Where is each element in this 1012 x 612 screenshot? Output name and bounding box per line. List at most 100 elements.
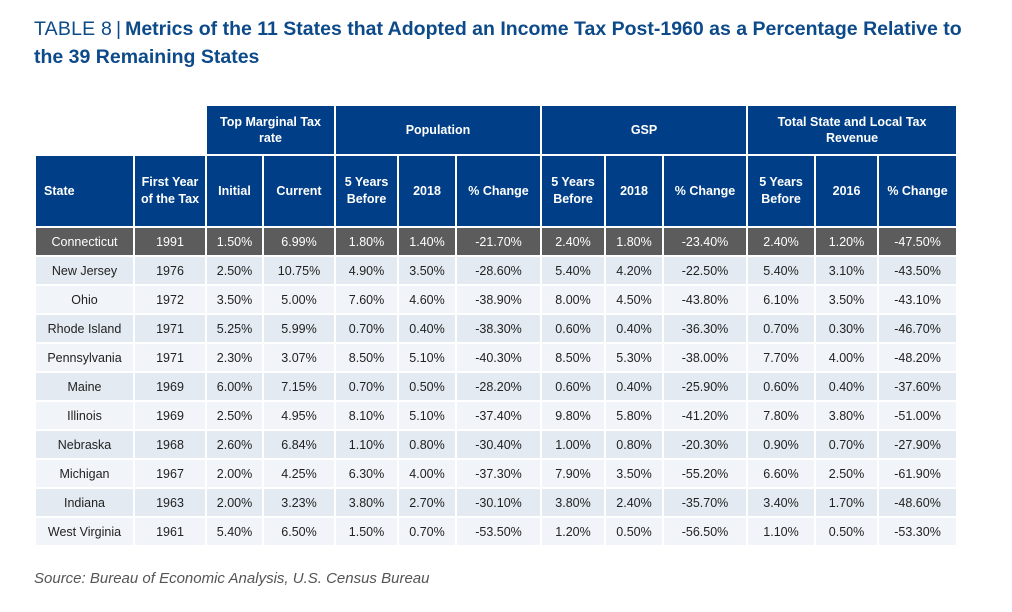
cell-pop-5yr-before: 7.60% xyxy=(334,284,399,315)
cell-rev-2016: 1.20% xyxy=(814,226,880,257)
cell-gsp-change: -23.40% xyxy=(661,226,749,257)
title-separator: | xyxy=(116,18,122,40)
cell-initial-rate: 6.00% xyxy=(205,371,264,402)
cell-current-rate: 6.50% xyxy=(262,516,336,547)
cell-gsp-2018: 0.40% xyxy=(604,371,664,402)
cell-gsp-change: -22.50% xyxy=(661,255,749,286)
cell-first-year: 1991 xyxy=(133,226,207,257)
cell-pop-5yr-before: 1.10% xyxy=(334,429,399,460)
cell-pop-change: -28.20% xyxy=(455,371,542,402)
table-title: TABLE 8 | Metrics of the 11 States that Ad… xyxy=(34,15,994,71)
cell-gsp-5yr-before: 5.40% xyxy=(540,255,606,286)
table-row: Pennsylvania 1971 2.30% 3.07% 8.50% 5.10% -40.… xyxy=(34,342,959,373)
cell-pop-2018: 5.10% xyxy=(397,400,457,431)
cell-current-rate: 4.25% xyxy=(262,458,336,489)
cell-rev-5yr-before: 0.60% xyxy=(746,371,817,402)
cell-gsp-2018: 0.40% xyxy=(604,313,664,344)
cell-rev-2016: 4.00% xyxy=(814,342,880,373)
cell-first-year: 1961 xyxy=(133,516,207,547)
cell-rev-change: -48.60% xyxy=(877,487,959,518)
cell-current-rate: 5.99% xyxy=(262,313,336,344)
cell-initial-rate: 2.30% xyxy=(205,342,264,373)
cell-first-year: 1967 xyxy=(133,458,207,489)
cell-rev-2016: 0.50% xyxy=(814,516,880,547)
cell-state: Ohio xyxy=(34,284,135,315)
table-body: Connecticut 1991 1.50% 6.99% 1.80% 1.40% -21.7… xyxy=(34,226,959,547)
group-header-tax-rate: Top Marginal Tax rate xyxy=(205,104,336,156)
column-header-initial-rate: Initial xyxy=(205,154,264,228)
cell-gsp-change: -55.20% xyxy=(661,458,749,489)
column-header-rev-2016: 2016 xyxy=(814,154,880,228)
column-header-first-year: First Year of the Tax xyxy=(133,154,207,228)
cell-gsp-5yr-before: 1.00% xyxy=(540,429,606,460)
table-title-text: Metrics of the 11 States that Adopted an… xyxy=(34,18,962,68)
cell-pop-change: -30.40% xyxy=(455,429,542,460)
cell-rev-5yr-before: 6.10% xyxy=(746,284,817,315)
cell-rev-5yr-before: 0.70% xyxy=(746,313,817,344)
cell-current-rate: 10.75% xyxy=(262,255,336,286)
cell-gsp-change: -56.50% xyxy=(661,516,749,547)
column-header-state: State xyxy=(34,154,135,228)
cell-rev-2016: 1.70% xyxy=(814,487,880,518)
cell-rev-change: -61.90% xyxy=(877,458,959,489)
cell-rev-2016: 3.10% xyxy=(814,255,880,286)
cell-gsp-2018: 4.20% xyxy=(604,255,664,286)
cell-rev-change: -48.20% xyxy=(877,342,959,373)
cell-pop-2018: 3.50% xyxy=(397,255,457,286)
column-header-gsp-5yr-before: 5 Years Before xyxy=(540,154,606,228)
table-row: Nebraska 1968 2.60% 6.84% 1.10% 0.80% -30.40% 1… xyxy=(34,429,959,460)
cell-gsp-5yr-before: 2.40% xyxy=(540,226,606,257)
cell-first-year: 1963 xyxy=(133,487,207,518)
cell-state: Connecticut xyxy=(34,226,135,257)
cell-state: Michigan xyxy=(34,458,135,489)
cell-rev-5yr-before: 7.80% xyxy=(746,400,817,431)
cell-initial-rate: 2.50% xyxy=(205,255,264,286)
cell-first-year: 1969 xyxy=(133,400,207,431)
cell-state: Nebraska xyxy=(34,429,135,460)
cell-pop-5yr-before: 1.50% xyxy=(334,516,399,547)
cell-gsp-2018: 3.50% xyxy=(604,458,664,489)
table-number: TABLE 8 xyxy=(34,18,112,40)
cell-pop-2018: 0.50% xyxy=(397,371,457,402)
cell-initial-rate: 2.00% xyxy=(205,487,264,518)
cell-current-rate: 3.23% xyxy=(262,487,336,518)
cell-pop-2018: 4.00% xyxy=(397,458,457,489)
table-row: Rhode Island 1971 5.25% 5.99% 0.70% 0.40% -38.… xyxy=(34,313,959,344)
cell-rev-change: -43.10% xyxy=(877,284,959,315)
cell-pop-2018: 0.70% xyxy=(397,516,457,547)
cell-gsp-2018: 2.40% xyxy=(604,487,664,518)
cell-current-rate: 4.95% xyxy=(262,400,336,431)
cell-initial-rate: 2.00% xyxy=(205,458,264,489)
group-header-row: Top Marginal Tax rate Population GSP Tot… xyxy=(34,104,959,156)
table-row: New Jersey 1976 2.50% 10.75% 4.90% 3.50% -28.6… xyxy=(34,255,959,286)
cell-rev-change: -27.90% xyxy=(877,429,959,460)
cell-current-rate: 6.84% xyxy=(262,429,336,460)
cell-rev-5yr-before: 0.90% xyxy=(746,429,817,460)
cell-state: Illinois xyxy=(34,400,135,431)
cell-rev-2016: 2.50% xyxy=(814,458,880,489)
cell-initial-rate: 5.40% xyxy=(205,516,264,547)
cell-first-year: 1971 xyxy=(133,342,207,373)
table-row: Maine 1969 6.00% 7.15% 0.70% 0.50% -28.20% 0.60… xyxy=(34,371,959,402)
group-header-population: Population xyxy=(334,104,542,156)
cell-pop-change: -28.60% xyxy=(455,255,542,286)
cell-gsp-change: -36.30% xyxy=(661,313,749,344)
cell-first-year: 1968 xyxy=(133,429,207,460)
cell-rev-2016: 0.30% xyxy=(814,313,880,344)
cell-pop-change: -38.90% xyxy=(455,284,542,315)
cell-pop-2018: 0.40% xyxy=(397,313,457,344)
cell-state: West Virginia xyxy=(34,516,135,547)
cell-rev-2016: 3.80% xyxy=(814,400,880,431)
blank-header-cell xyxy=(34,104,207,156)
cell-pop-change: -53.50% xyxy=(455,516,542,547)
cell-rev-change: -46.70% xyxy=(877,313,959,344)
cell-pop-2018: 1.40% xyxy=(397,226,457,257)
cell-rev-change: -43.50% xyxy=(877,255,959,286)
cell-pop-change: -40.30% xyxy=(455,342,542,373)
cell-first-year: 1971 xyxy=(133,313,207,344)
cell-gsp-2018: 0.50% xyxy=(604,516,664,547)
table-row: Indiana 1963 2.00% 3.23% 3.80% 2.70% -30.10% 3.… xyxy=(34,487,959,518)
cell-state: Maine xyxy=(34,371,135,402)
cell-gsp-2018: 5.80% xyxy=(604,400,664,431)
table-row: Illinois 1969 2.50% 4.95% 8.10% 5.10% -37.40% 9… xyxy=(34,400,959,431)
